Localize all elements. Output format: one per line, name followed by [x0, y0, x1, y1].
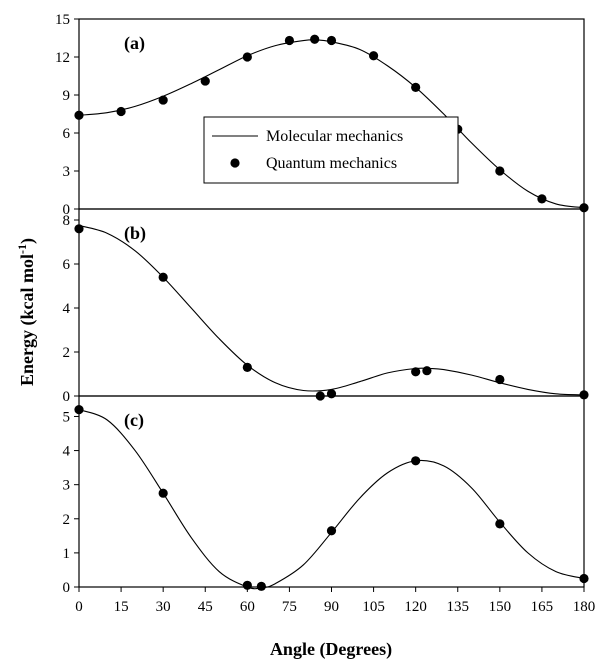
x-tick-label-8: 120: [404, 599, 427, 615]
panel-1-label: (a): [124, 33, 145, 54]
panel-3-qm-point-1: [158, 488, 168, 498]
panel-1: 0 3 6 9 12 15 (a): [55, 12, 589, 218]
panel-2-qm-point-1: [158, 272, 168, 282]
panel-3-y-tick-label-2: 2: [63, 512, 71, 528]
panel-2-y-tick-label-0: 0: [63, 389, 71, 405]
panel-1-qm-point-3: [200, 76, 210, 86]
panel-2-y-tick-label-4: 8: [63, 213, 71, 229]
panel-2-label: (b): [124, 223, 146, 244]
x-tick-label-10: 150: [489, 599, 512, 615]
legend: Molecular mechanics Quantum mechanics: [203, 116, 459, 184]
panel-1-qm-point-6: [310, 34, 320, 44]
x-axis-title: Angle (Degrees): [270, 639, 392, 660]
x-tick-label-7: 105: [362, 599, 385, 615]
panel-2-y-tick-label-3: 6: [63, 257, 71, 273]
panel-1-y-tick-label-1: 3: [63, 164, 71, 180]
panel-2-qm-point-2: [242, 362, 252, 372]
panel-3-qm-point-3: [256, 581, 266, 591]
legend-label-mm: Molecular mechanics: [266, 128, 403, 145]
legend-marker-swatch: [230, 158, 240, 168]
panel-3-y-tick-label-4: 4: [63, 444, 71, 460]
panel-3-y-tick-label-0: 0: [63, 580, 71, 596]
panel-1-qm-point-7: [326, 35, 337, 46]
panel-1-qm-point-1: [116, 106, 126, 117]
panel-1-qm-point-8: [368, 51, 379, 61]
panel-2-qm-point-7: [495, 374, 505, 385]
panel-3-y-tick-label-3: 3: [63, 478, 71, 494]
panel-2-qm-point-0: [74, 224, 84, 234]
x-tick-label-11: 165: [531, 599, 554, 615]
panel-1-y-tick-label-5: 15: [55, 12, 70, 28]
panel-3: 0 1 2 3 4 5 (c): [63, 395, 589, 596]
panel-2-frame: [78, 208, 585, 397]
panel-3-y-tick-label-1: 1: [63, 546, 71, 562]
panel-1-qm-point-5: [284, 35, 295, 46]
panel-2-mm-curve: [78, 224, 585, 396]
panel-1-y-tick-label-0: 0: [63, 202, 71, 218]
panel-3-label: (c): [124, 410, 144, 431]
x-axis-tick-labels: 0 15 30 45 60 75 90 105 120 135 150 165 180: [75, 599, 595, 615]
legend-box: [203, 116, 459, 184]
panel-3-qm-point-4: [326, 526, 337, 536]
legend-label-qm: Quantum mechanics: [266, 155, 397, 172]
panel-1-y-tick-label-2: 6: [63, 126, 71, 142]
panel-1-qm-point-12: [537, 194, 547, 204]
panel-2-qm-point-6: [422, 366, 432, 376]
panel-1-qm-point-4: [242, 52, 252, 62]
panel-2-qm-point-8: [579, 390, 589, 400]
x-tick-label-3: 45: [198, 599, 213, 615]
panel-2-qm-point-5: [411, 367, 421, 377]
x-tick-label-2: 30: [156, 599, 171, 615]
panel-1-qm-point-13: [579, 203, 589, 213]
panel-2-qm-point-4: [326, 389, 337, 399]
panel-3-qm-point-0: [74, 405, 84, 415]
panel-1-y-tick-label-3: 9: [63, 88, 71, 104]
panel-1-y-tick-label-4: 12: [55, 50, 70, 66]
panel-2-y-tick-label-1: 2: [63, 345, 71, 361]
x-tick-label-4: 60: [240, 599, 255, 615]
y-axis-title-main: Energy (kcal mol: [17, 254, 38, 386]
panel-3-y-tick-label-5: 5: [63, 409, 71, 425]
x-tick-label-6: 90: [324, 599, 339, 615]
y-axis-title: Energy (kcal mol-1): [15, 238, 38, 386]
panel-3-qm-point-5: [411, 456, 421, 466]
panel-3-qm-point-2: [242, 580, 252, 590]
x-tick-label-12: 180: [573, 599, 596, 615]
panel-1-qm-point-0: [74, 110, 84, 120]
panel-3-qm-point-6: [495, 519, 505, 529]
panel-1-qm-point-9: [411, 82, 421, 92]
y-axis-title-close: ): [17, 238, 38, 244]
panel-3-qm-point-7: [579, 573, 589, 584]
panel-1-qm-point-2: [158, 95, 168, 105]
panel-2: 0 2 4 6 8 (b): [63, 208, 589, 405]
x-tick-label-5: 75: [282, 599, 297, 615]
y-axis-title-superscript: -1: [15, 244, 29, 254]
panel-3-mm-curve: [78, 409, 585, 590]
panel-3-frame: [78, 395, 585, 588]
x-tick-label-9: 135: [447, 599, 470, 615]
panel-2-y-tick-label-2: 4: [63, 301, 71, 317]
panel-1-qm-point-11: [495, 166, 505, 176]
x-tick-label-0: 0: [75, 599, 83, 615]
x-tick-label-1: 15: [114, 599, 129, 615]
